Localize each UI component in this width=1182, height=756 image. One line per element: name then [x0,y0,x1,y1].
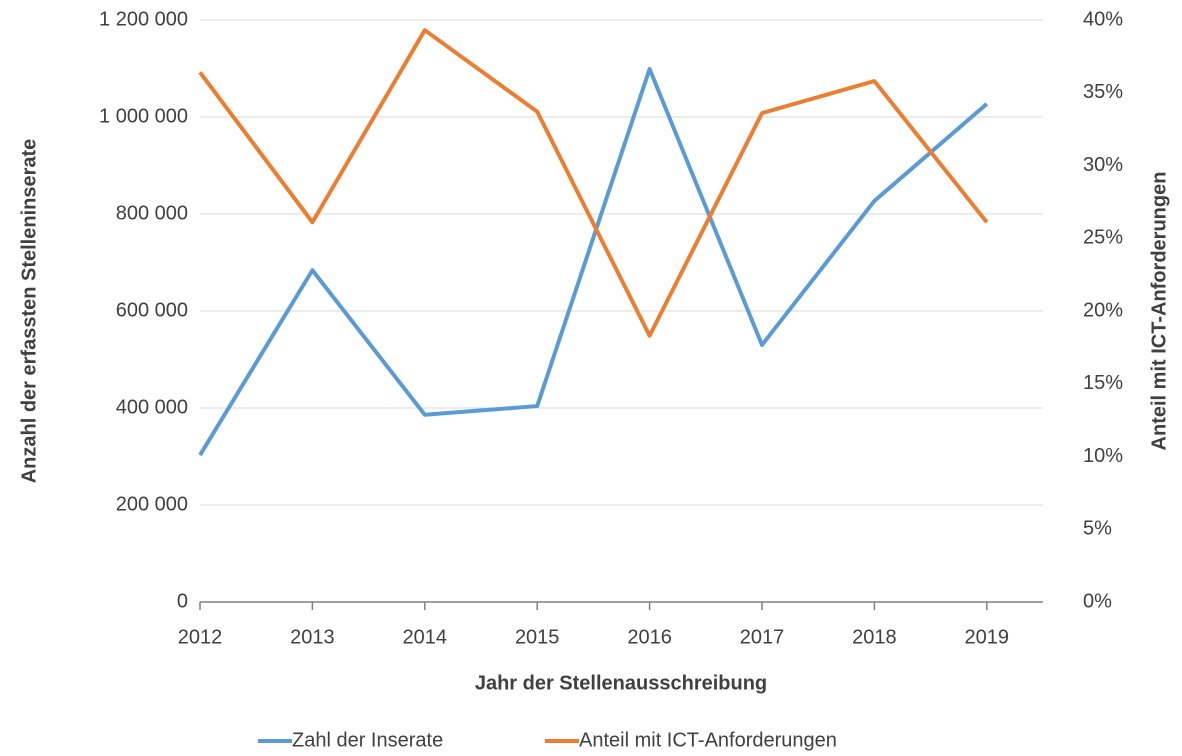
y-axis-label: Anzahl der erfassten Stelleninserate [18,139,40,484]
series-line [198,28,989,338]
y-tick-label: 1 200 000 [99,8,188,30]
x-tick-label: 2012 [178,626,223,648]
y2-tick-label: 5% [1083,518,1112,540]
y2-tick-label: 0% [1083,590,1112,612]
y-tick-label: 800 000 [116,202,188,224]
x-tick-label: 2018 [852,626,897,648]
y-tick-label: 400 000 [116,396,188,418]
x-tick-label: 2014 [403,626,448,648]
y2-tick-label: 40% [1083,8,1123,30]
legend-label: Anteil mit ICT-Anforderungen [579,729,837,751]
y-tick-label: 200 000 [116,493,188,515]
x-tick-label: 2017 [740,626,785,648]
x-tick-label: 2015 [515,626,560,648]
y2-tick-label: 25% [1083,227,1123,249]
x-tick-label: 2013 [290,626,335,648]
legend-label: Zahl der Inserate [292,729,443,751]
y-tick-label: 0 [177,590,188,612]
series-line [198,66,989,457]
y2-tick-label: 15% [1083,372,1123,394]
y2-tick-label: 30% [1083,154,1123,176]
y2-tick-label: 20% [1083,299,1123,321]
x-tick-label: 2016 [627,626,672,648]
y-tick-label: 1 000 000 [99,105,188,127]
y-tick-label: 600 000 [116,299,188,321]
x-tick-label: 2019 [965,626,1010,648]
y2-axis-label: Anteil mit ICT-Anforderungen [1148,172,1170,451]
y2-tick-label: 35% [1083,81,1123,103]
y2-tick-label: 10% [1083,445,1123,467]
x-axis-label: Jahr der Stellenausschreibung [475,672,767,694]
